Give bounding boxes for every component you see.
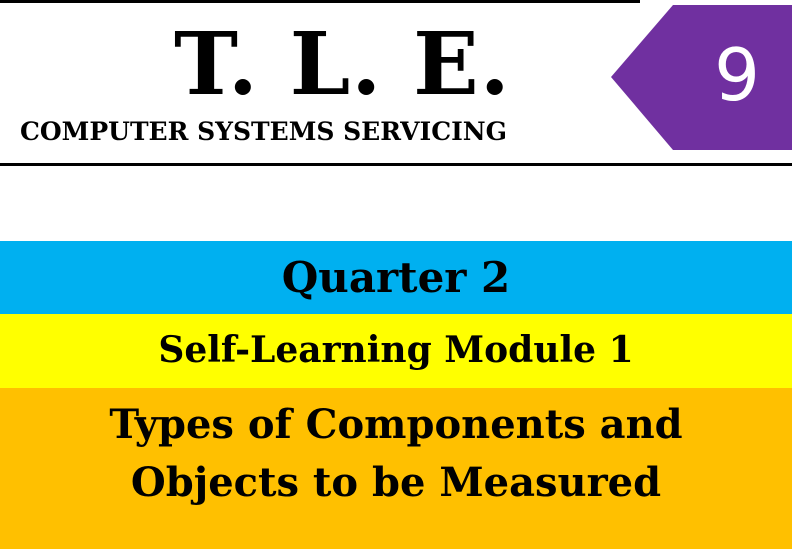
quarter-band: Quarter 2 <box>0 241 792 314</box>
topic-line-2: Objects to be Measured <box>130 459 662 506</box>
grade-badge-shape <box>611 5 792 150</box>
topic-line-1: Types of Components and <box>109 401 683 448</box>
topic-band: Types of Components and Objects to be Me… <box>0 388 792 549</box>
grade-badge: 9 <box>611 5 792 150</box>
top-divider <box>0 0 640 3</box>
grade-number: 9 <box>714 33 760 117</box>
module-band: Self-Learning Module 1 <box>0 314 792 388</box>
bottom-divider <box>0 163 792 166</box>
subject-subtitle: COMPUTER SYSTEMS SERVICING <box>20 117 508 146</box>
cover-header: T. L. E. COMPUTER SYSTEMS SERVICING 9 <box>0 0 792 166</box>
subject-title: T. L. E. <box>174 14 511 115</box>
